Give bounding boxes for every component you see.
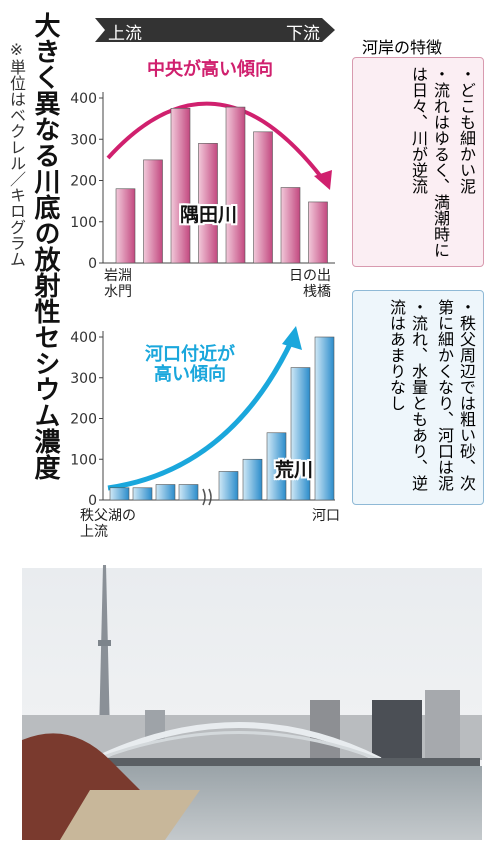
y-tick-label: 300 <box>70 132 97 148</box>
upstream: 上流 <box>108 24 142 44</box>
bar <box>253 131 273 264</box>
bar <box>290 367 311 501</box>
feature-text: ・秩父周辺では粗い砂、次第に細かくなり、河口は泥 <box>435 299 476 491</box>
photo <box>22 565 482 840</box>
bar <box>225 106 246 264</box>
y-tick-label: 200 <box>70 174 97 190</box>
bar <box>266 432 287 501</box>
y-tick-label: 200 <box>70 412 97 428</box>
downstream: 下流 <box>286 24 320 44</box>
y-tick-label: 400 <box>70 91 97 107</box>
y-tick-label: 400 <box>70 330 97 346</box>
series-label: 隅田川 <box>180 204 238 226</box>
annotation: 中央が高い傾向 <box>147 59 273 80</box>
feature-box: ・どこも細かい泥 ・流れはゆるく、満潮時には日々、川が逆流 <box>352 57 484 267</box>
feature-text: ・流れ、水量ともあり、逆流はあまりなし <box>387 299 428 491</box>
x-tick-label: 日の出桟橋 <box>289 268 331 300</box>
bar <box>178 484 199 501</box>
bar <box>280 187 301 264</box>
note: ※単位はベクレル／キログラム <box>7 40 26 267</box>
y-tick-label: 100 <box>70 452 97 468</box>
y-tick-label: 0 <box>88 493 97 509</box>
trend-arrow-head <box>282 326 302 350</box>
title: 大きく異なる川底の放射性セシウム濃度 <box>30 12 60 480</box>
x-tick-label: 秩父湖の上流 <box>80 508 136 540</box>
bar <box>170 108 191 264</box>
trend-arrow <box>107 338 295 491</box>
bar <box>155 484 176 501</box>
features-heading: 河岸の特徴 <box>362 38 443 57</box>
y-tick-label: 300 <box>70 371 97 387</box>
flow-arrow <box>95 18 335 42</box>
bar <box>132 487 153 501</box>
bar <box>308 201 328 264</box>
bar <box>198 143 218 264</box>
bar <box>242 458 263 501</box>
bar <box>218 471 239 501</box>
y-tick-label: 0 <box>88 256 97 272</box>
x-tick-label: 岩淵水門 <box>104 268 132 300</box>
series-label: 荒川 <box>275 459 314 481</box>
y-tick-label: 100 <box>70 215 97 231</box>
x-tick-label: 河口 <box>312 508 340 524</box>
annotation: 河口付近が高い傾向 <box>145 344 235 385</box>
feature-box: ・秩父周辺では粗い砂、次第に細かくなり、河口は泥 ・流れ、水量ともあり、逆流はあ… <box>352 290 484 505</box>
feature-text: ・流れはゆるく、満潮時には日々、川が逆流 <box>409 66 450 258</box>
trend-arrow <box>106 101 324 180</box>
trend-arrow-head <box>314 170 332 190</box>
bar <box>314 336 335 501</box>
bar <box>143 159 163 264</box>
axis-break <box>202 488 212 506</box>
bar <box>115 188 136 264</box>
feature-text: ・どこも細かい泥 <box>457 66 476 194</box>
bar <box>109 487 130 501</box>
